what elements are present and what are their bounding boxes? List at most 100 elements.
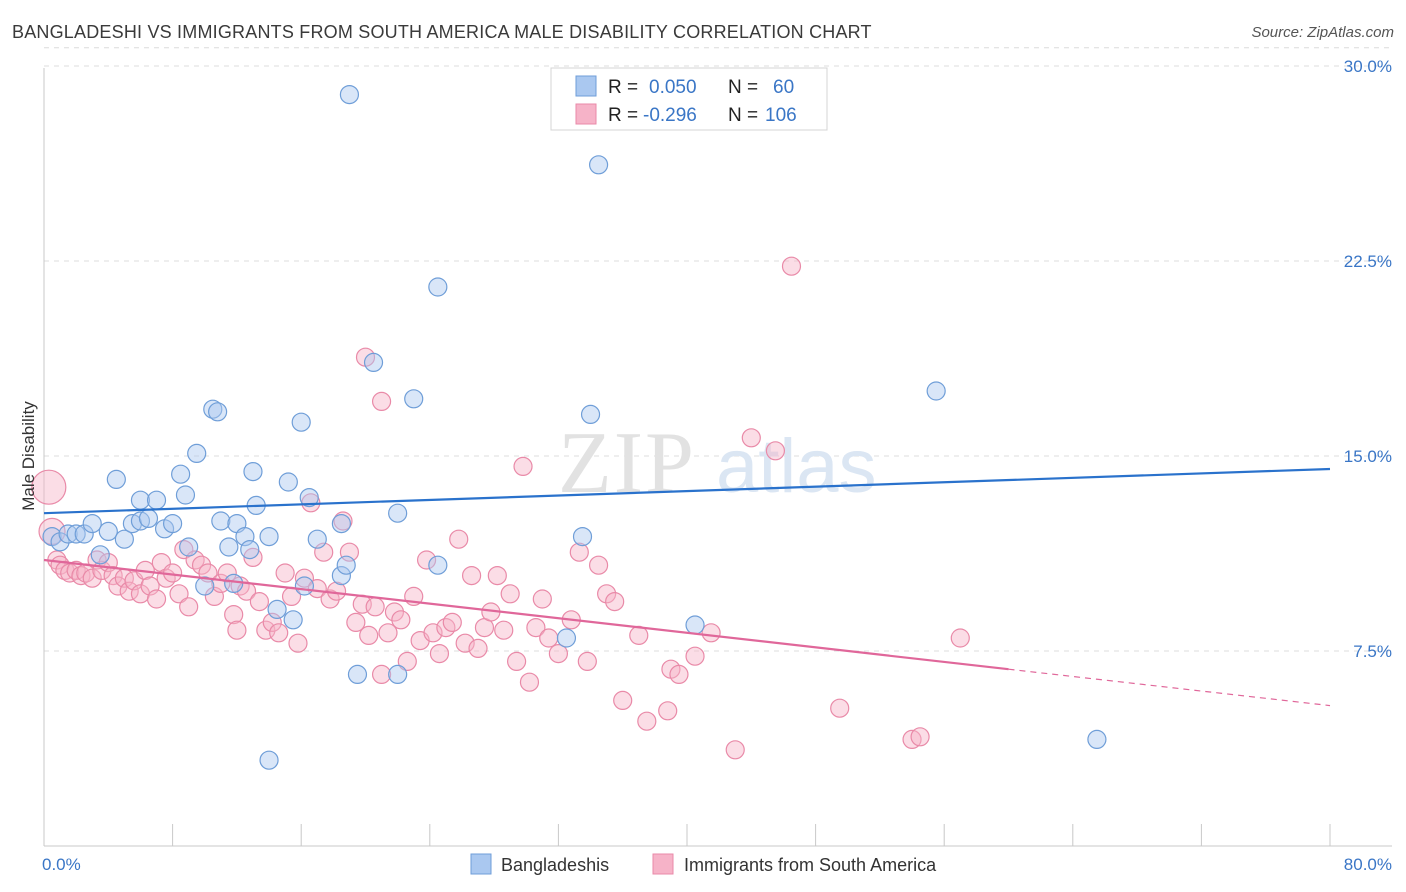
bottom-legend-label-pink: Immigrants from South America <box>684 855 937 875</box>
pink-point <box>765 441 786 461</box>
blue-point <box>556 628 577 648</box>
blue-point <box>336 555 356 575</box>
blue-point <box>347 664 368 685</box>
blue-point <box>331 565 351 586</box>
pink-point <box>701 623 721 643</box>
blue-point <box>926 381 946 401</box>
watermark-atlas: atlas <box>716 424 877 509</box>
blue-point <box>278 472 298 492</box>
blue-point <box>179 537 199 557</box>
pink-point <box>468 638 488 659</box>
pink-point <box>577 651 597 672</box>
bottom-legend-label-blue: Bangladeshis <box>501 855 609 875</box>
blue-point <box>331 513 351 534</box>
blue-point <box>163 513 183 534</box>
blue-point <box>388 503 408 523</box>
pink-point <box>526 617 546 638</box>
chart-source: Source: ZipAtlas.com <box>1251 24 1394 41</box>
pink-point <box>397 651 417 672</box>
pink-point <box>384 602 405 622</box>
watermark-zip: ZIP <box>558 415 696 512</box>
y-tick-label: 22.5% <box>1344 252 1392 271</box>
blue-point <box>106 469 126 489</box>
blue-point <box>307 529 327 549</box>
pink-point <box>320 589 340 609</box>
blue-point <box>299 488 319 508</box>
blue-point <box>259 750 279 770</box>
pink-point <box>416 550 437 570</box>
blue-point <box>90 545 110 565</box>
blue-point <box>195 576 215 596</box>
pink-point <box>119 581 139 601</box>
blue-point <box>428 277 448 297</box>
legend-r-label-blue: R = <box>608 77 638 98</box>
blue-point <box>588 155 609 175</box>
blue-point <box>291 412 311 432</box>
y-tick-labels: 7.5% 15.0% 22.5% 30.0% <box>1344 57 1392 661</box>
pink-point <box>519 672 540 692</box>
pink-point <box>658 701 678 721</box>
blue-point <box>685 615 705 635</box>
blue-point <box>1087 729 1107 750</box>
pink-point <box>605 591 625 612</box>
blue-point <box>572 526 593 547</box>
legend-n-value-blue: 60 <box>773 77 794 98</box>
blue-point <box>224 573 244 594</box>
pink-point <box>31 469 67 505</box>
pink-point <box>569 542 589 562</box>
blue-trend-line <box>43 467 1331 515</box>
pink-point <box>391 610 411 630</box>
chart-title: BANGLADESHI VS IMMIGRANTS FROM SOUTH AME… <box>12 22 872 42</box>
legend-n-label-pink: N = <box>728 105 758 126</box>
pink-point <box>423 623 443 643</box>
blue-point <box>58 524 78 544</box>
x-tick-label-max: 80.0% <box>1344 855 1392 874</box>
pink-point <box>378 623 398 643</box>
legend-n-label-blue: N = <box>728 77 758 98</box>
blue-point <box>66 524 86 544</box>
pink-point <box>461 565 482 586</box>
pink-point <box>82 568 102 588</box>
pink-point <box>830 698 850 718</box>
legend-swatch-blue <box>575 75 597 97</box>
pink-point <box>179 597 199 617</box>
pink-point <box>294 568 315 588</box>
pink-point <box>224 604 244 625</box>
y-tick-label: 30.0% <box>1344 57 1392 76</box>
blue-point <box>580 404 601 424</box>
blue-point <box>208 402 228 422</box>
blue-point <box>388 664 408 685</box>
blue-point <box>267 599 287 620</box>
legend-r-label-pink: R = <box>608 105 638 126</box>
pink-point <box>725 740 745 760</box>
pink-point <box>685 646 705 666</box>
pink-trend-line <box>43 558 1009 671</box>
pink-point <box>449 529 469 549</box>
blue-point <box>283 610 303 630</box>
pink-point <box>146 589 167 609</box>
blue-point <box>82 513 102 534</box>
pink-point <box>365 597 385 617</box>
pink-point <box>507 651 527 672</box>
pink-point <box>169 584 189 604</box>
blue-point <box>114 529 134 549</box>
pink-point <box>487 565 507 586</box>
pink-point <box>436 617 456 638</box>
pink-point <box>429 643 450 664</box>
blue-point <box>294 576 315 596</box>
pink-point <box>455 633 475 653</box>
legend-n-value-pink: 106 <box>765 105 797 126</box>
pink-point <box>613 690 633 711</box>
blue-point <box>130 490 151 510</box>
pink-point <box>588 555 609 575</box>
legend-swatch-pink <box>575 103 597 125</box>
legend-r-value-blue: 0.050 <box>649 77 697 98</box>
pink-point <box>371 664 392 685</box>
trend-lines <box>43 467 1331 707</box>
axes <box>43 68 1392 847</box>
pink-point <box>597 584 617 604</box>
blue-point <box>146 490 167 510</box>
pink-point <box>191 555 212 575</box>
pink-point <box>249 591 270 612</box>
pink-point <box>539 628 559 648</box>
